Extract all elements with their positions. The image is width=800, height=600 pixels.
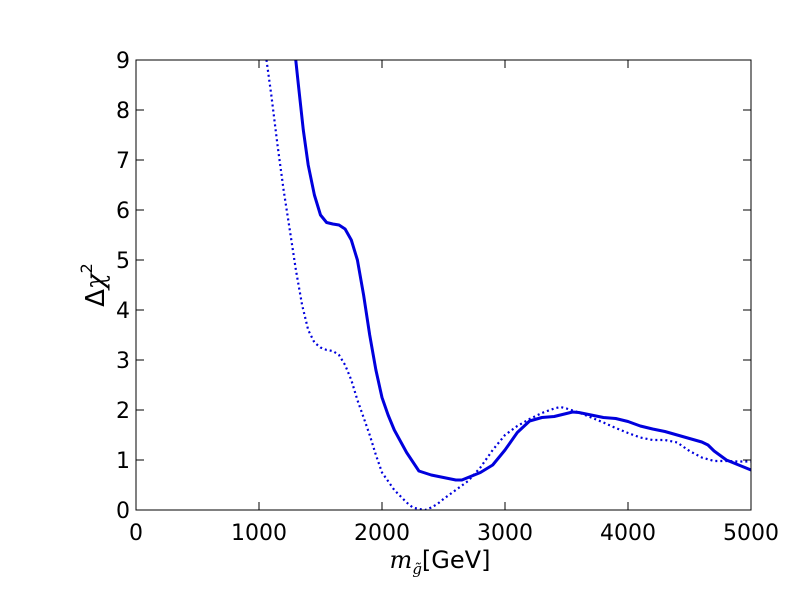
y-tick-label: 4 xyxy=(116,299,130,324)
y-tick-label: 5 xyxy=(116,249,130,274)
plot-frame xyxy=(135,59,752,511)
y-axis-label: Δχ2 xyxy=(77,263,111,307)
x-tick-label: 5000 xyxy=(723,521,779,546)
y-tick-label: 7 xyxy=(116,149,130,174)
x-tick-label: 4000 xyxy=(600,521,656,546)
series-line-dotted xyxy=(265,60,751,510)
ticks: 0 1000 2000 3000 4000 5000 0 1 2 3 4 5 6 7 8 9 xyxy=(116,49,779,546)
y-tick-label: 8 xyxy=(116,99,130,124)
y-tick-label: 1 xyxy=(116,449,130,474)
y-tick-label: 9 xyxy=(116,49,130,74)
y-axis-delta: Δ xyxy=(81,289,111,307)
x-axis-variable: m xyxy=(390,546,413,574)
x-axis-unit: [GeV] xyxy=(422,546,491,574)
y-axis-chi: χ xyxy=(81,271,111,291)
y-axis-superscript: 2 xyxy=(77,263,96,273)
y-tick-label: 6 xyxy=(116,199,130,224)
x-axis-subscript: g̃ xyxy=(412,560,422,578)
x-tick-label: 2000 xyxy=(354,521,410,546)
x-tick-label: 1000 xyxy=(231,521,287,546)
y-tick-label: 2 xyxy=(116,399,130,424)
x-tick-label: 0 xyxy=(129,521,143,546)
y-tick-label: 3 xyxy=(116,349,130,374)
x-axis-label: mg̃[GeV] xyxy=(390,546,491,578)
plot-lines xyxy=(265,60,751,510)
y-tick-label: 0 xyxy=(116,499,130,524)
x-tick-label: 3000 xyxy=(477,521,533,546)
